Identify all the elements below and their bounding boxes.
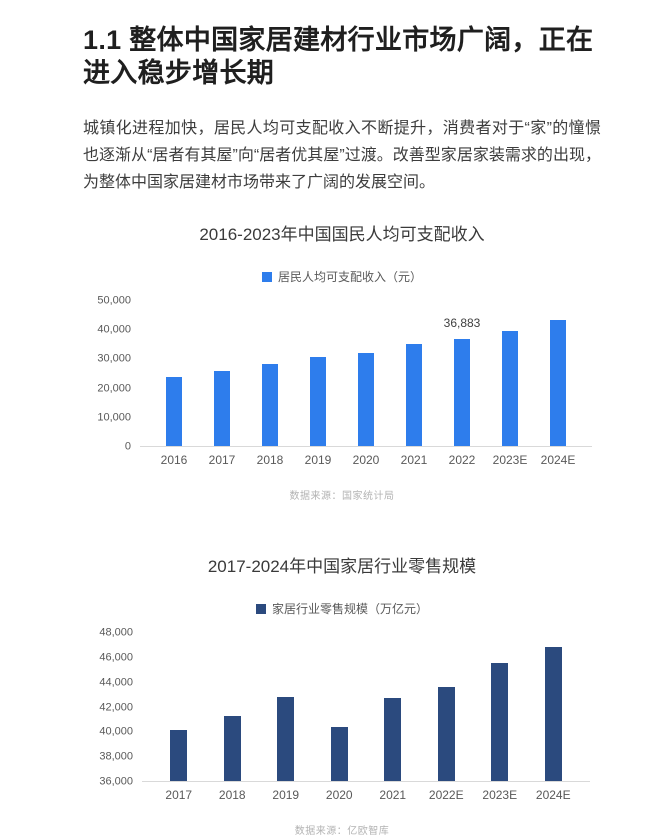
y-axis-label: 40,000 (99, 725, 133, 738)
bar-2021 (406, 344, 422, 446)
x-axis-label: 2020 (352, 453, 380, 467)
plot-area: 2017 2018 2019 2020 2021 2022E 2023E 2024E (142, 633, 590, 802)
x-axis-label: 2021 (379, 788, 407, 802)
bar-slot: 2016 (150, 301, 198, 467)
x-axis-label: 2023E (482, 788, 518, 802)
x-axis-label: 2017 (165, 788, 193, 802)
y-axis-label: 38,000 (99, 750, 133, 763)
bar-2023E (502, 330, 518, 446)
bar-2018 (223, 716, 241, 781)
bar-slot: 2020 (342, 301, 390, 467)
income-chart-title: 2016-2023年中国国民人均可支配收入 (199, 225, 485, 244)
bar-2017 (214, 370, 230, 446)
bar-slot: 2018 (206, 633, 260, 802)
bar-value-label: 36,883 (443, 316, 481, 331)
x-axis-label: 2020 (325, 788, 353, 802)
bar-slot: 2018 (246, 301, 294, 467)
x-axis-label: 2018 (218, 788, 246, 802)
y-axis-label: 46,000 (99, 651, 133, 664)
source-note: 数据来源：亿欧智库 (294, 826, 390, 837)
income-chart-section: 2016-2023年中国国民人均可支配收入 居民人均可支配收入（元） 50,00… (83, 220, 601, 502)
bar-2022E (437, 687, 455, 781)
bar-2021 (384, 697, 402, 781)
y-axis-label: 42,000 (99, 700, 133, 713)
bar-slot: 2021 (366, 633, 420, 802)
bar-slot: 2020 (313, 633, 367, 802)
legend-label: 家居行业零售规模（万亿元） (271, 602, 428, 616)
retail-chart-legend: 家居行业零售规模（万亿元） (83, 600, 601, 617)
x-axis-label: 2023E (492, 453, 528, 467)
y-axis-label: 30,000 (97, 352, 131, 365)
source-note: 数据来源：国家统计局 (289, 491, 395, 502)
x-axis-label: 2024E (535, 788, 571, 802)
y-axis: 50,000 40,000 30,000 20,000 10,000 0 (92, 294, 140, 452)
bar-slot: 2017 (198, 301, 246, 467)
plot-area: 2016 2017 2018 2019 2020 2021 36,883 2022 2023E 2… (140, 301, 592, 467)
bar-2020 (330, 726, 348, 781)
bar-slot: 2017 (152, 633, 206, 802)
bar-2020 (358, 352, 374, 446)
bar-slot: 36,883 2022 (438, 301, 486, 467)
y-axis-label: 40,000 (97, 323, 131, 336)
x-axis-label: 2022 (448, 453, 476, 467)
bar-2022 (454, 339, 470, 446)
x-axis-label: 2018 (256, 453, 284, 467)
bar-2024E (550, 320, 566, 446)
y-axis-label: 10,000 (97, 411, 131, 424)
bar-slot: 2024E (527, 633, 581, 802)
x-axis-label: 2016 (160, 453, 188, 467)
x-axis-label: 2024E (540, 453, 576, 467)
y-axis-label: 20,000 (97, 381, 131, 394)
bar-slot: 2023E (473, 633, 527, 802)
section-heading: 1.1 整体中国家居建材行业市场广阔，正在进入稳步增长期 (83, 25, 594, 88)
income-chart-legend: 居民人均可支配收入（元） (83, 268, 601, 285)
retail-chart-title: 2017-2024年中国家居行业零售规模 (207, 557, 477, 576)
income-bar-chart: 50,000 40,000 30,000 20,000 10,000 0 2016 2017… (83, 294, 601, 467)
y-axis-label: 0 (124, 440, 131, 453)
bar-2017 (170, 730, 188, 781)
bar-slot: 2019 (259, 633, 313, 802)
intro-paragraph: 城镇化进程加快，居民人均可支配收入不断提升，消费者对于“家”的憧憬也逐渐从“居者… (83, 120, 601, 191)
bar-2016 (166, 376, 182, 446)
bar-slot: 2024E (534, 301, 582, 467)
bar-slot: 2023E (486, 301, 534, 467)
x-axis-label: 2019 (272, 788, 300, 802)
bar-2023E (491, 662, 509, 781)
legend-label: 居民人均可支配收入（元） (277, 270, 422, 284)
report-page: 1.1 整体中国家居建材行业市场广阔，正在进入稳步增长期 城镇化进程加快，居民人… (83, 25, 601, 837)
y-axis-label: 50,000 (97, 294, 131, 307)
y-axis-label: 36,000 (99, 775, 133, 788)
retail-bar-chart: 48,000 46,000 44,000 42,000 40,000 38,000 36,0… (83, 626, 601, 802)
y-axis: 48,000 46,000 44,000 42,000 40,000 38,000 36,0… (94, 626, 142, 787)
y-axis-label: 44,000 (99, 676, 133, 689)
x-axis-label: 2017 (208, 453, 236, 467)
bar-2024E (544, 646, 562, 781)
bar-2019 (310, 356, 326, 446)
x-axis-label: 2021 (400, 453, 428, 467)
bar-2019 (277, 697, 295, 781)
legend-swatch-icon (261, 271, 272, 282)
bar-slot: 2021 (390, 301, 438, 467)
x-axis-label: 2019 (304, 453, 332, 467)
bar-slot: 2019 (294, 301, 342, 467)
legend-swatch-icon (255, 603, 266, 614)
bar-2018 (262, 364, 278, 446)
retail-chart-section: 2017-2024年中国家居行业零售规模 家居行业零售规模（万亿元） 48,00… (83, 552, 601, 837)
bar-slot: 2022E (420, 633, 474, 802)
y-axis-label: 48,000 (99, 626, 133, 639)
x-axis-label: 2022E (428, 788, 464, 802)
